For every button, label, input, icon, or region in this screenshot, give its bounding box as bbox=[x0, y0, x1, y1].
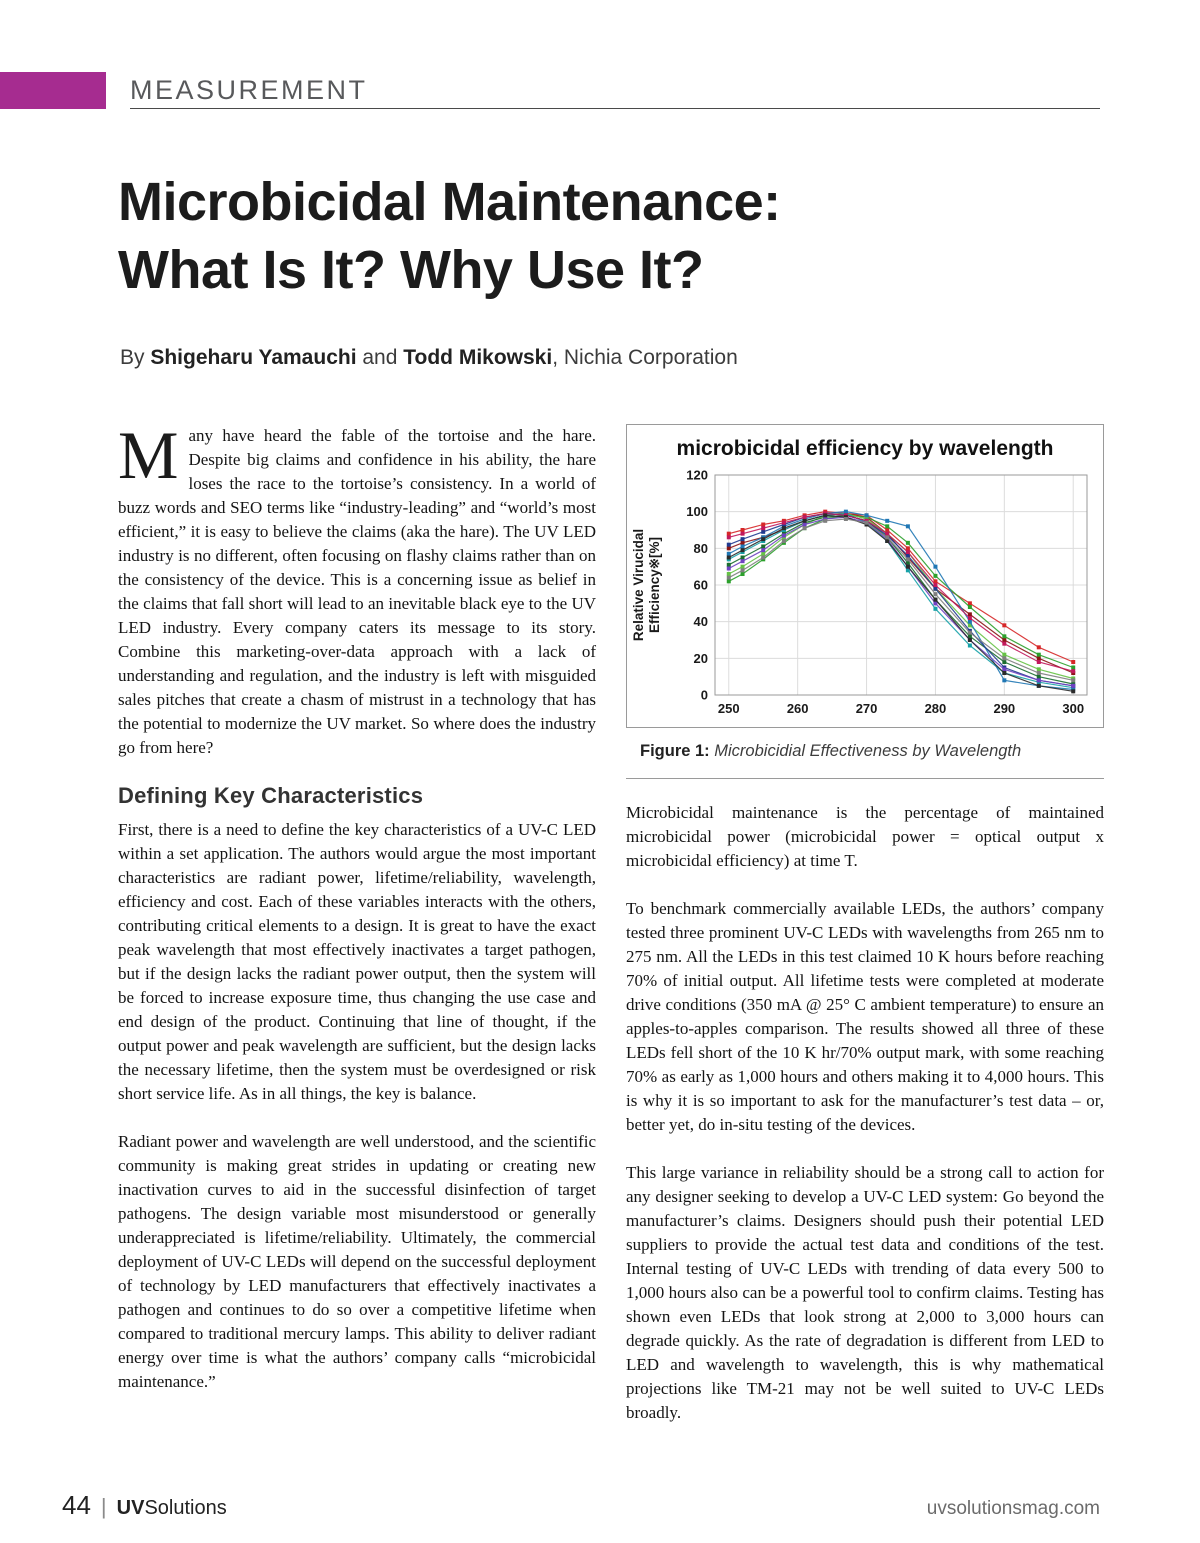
svg-text:60: 60 bbox=[694, 578, 708, 593]
article-title-line1: Microbicidal Maintenance: bbox=[118, 172, 781, 232]
body-paragraph: To benchmark commercially available LEDs… bbox=[626, 899, 1104, 1134]
footer-left: 44 | UVSolutions bbox=[62, 1490, 227, 1521]
body-paragraph: First, there is a need to define the key… bbox=[118, 820, 596, 1103]
figure-caption: Figure 1: Microbicidial Effectiveness by… bbox=[626, 728, 1104, 779]
section-header: MEASUREMENT bbox=[130, 72, 1100, 109]
svg-text:0: 0 bbox=[701, 688, 708, 703]
svg-text:100: 100 bbox=[686, 504, 708, 519]
page-number: 44 bbox=[62, 1490, 91, 1520]
svg-text:40: 40 bbox=[694, 614, 708, 629]
svg-text:290: 290 bbox=[993, 701, 1015, 716]
drop-cap: M bbox=[118, 417, 179, 493]
figure-caption-label: Figure 1: bbox=[640, 742, 710, 760]
svg-text:260: 260 bbox=[787, 701, 809, 716]
magazine-website: uvsolutionsmag.com bbox=[926, 1498, 1100, 1519]
section-label: MEASUREMENT bbox=[130, 74, 368, 105]
page-footer: 44 | UVSolutions uvsolutionsmag.com bbox=[62, 1490, 1100, 1521]
subhead-defining-key-characteristics: Defining Key Characteristics bbox=[118, 783, 424, 808]
magazine-brand: UVSolutions bbox=[117, 1497, 227, 1520]
svg-text:Relative VirucidalEfficiency※[: Relative VirucidalEfficiency※[%] bbox=[633, 529, 662, 641]
byline-prefix: By bbox=[120, 346, 151, 369]
svg-text:120: 120 bbox=[686, 468, 708, 483]
body-paragraph: Microbicidal maintenance is the percenta… bbox=[626, 803, 1104, 870]
chart-plot-area: 0 20 40 60 80 100 120 250 260 270 280 290 300 Relativ… bbox=[629, 467, 1101, 723]
svg-text:80: 80 bbox=[694, 541, 708, 556]
svg-text:280: 280 bbox=[925, 701, 947, 716]
figure-caption-text: Microbicidial Effectiveness by Wavelengt… bbox=[709, 742, 1022, 760]
chart-title: microbicidal efficiency by wavelength bbox=[676, 437, 1054, 460]
article-title-line2: What Is It? Why Use It? bbox=[118, 240, 704, 300]
brand-bold: UV bbox=[116, 1497, 145, 1519]
opening-paragraph-text: any have heard the fable of the tortoise… bbox=[118, 426, 596, 757]
byline: By Shigeharu Yamauchi and Todd Mikowski,… bbox=[120, 346, 1120, 370]
svg-text:300: 300 bbox=[1062, 701, 1084, 716]
brand-regular: Solutions bbox=[144, 1497, 227, 1519]
byline-author2: Todd Mikowski bbox=[403, 346, 553, 369]
byline-author1: Shigeharu Yamauchi bbox=[150, 346, 357, 369]
efficiency-by-wavelength-chart: 0 20 40 60 80 100 120 250 260 270 280 290 300 Relativ… bbox=[633, 468, 1088, 716]
body-paragraph: Radiant power and wavelength are well un… bbox=[118, 1132, 596, 1391]
svg-text:270: 270 bbox=[856, 701, 878, 716]
svg-text:20: 20 bbox=[694, 651, 708, 666]
section-accent-bar bbox=[0, 72, 106, 109]
article-title: Microbicidal Maintenance: What Is It? Wh… bbox=[118, 168, 1118, 304]
byline-suffix: , Nichia Corporation bbox=[552, 346, 738, 369]
body-paragraph: This large variance in reliability shoul… bbox=[626, 1163, 1104, 1422]
svg-text:250: 250 bbox=[718, 701, 740, 716]
byline-conjunction: and bbox=[356, 346, 404, 369]
footer-separator: | bbox=[100, 1494, 107, 1519]
